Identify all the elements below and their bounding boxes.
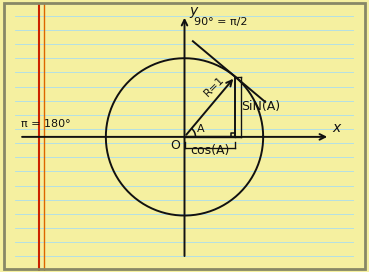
Text: π = 180°: π = 180° <box>21 119 70 129</box>
Text: A: A <box>197 124 205 134</box>
Text: SiN(A): SiN(A) <box>241 100 280 113</box>
Text: 90° = π/2: 90° = π/2 <box>194 17 248 27</box>
Text: cos(A): cos(A) <box>190 144 230 157</box>
Text: O: O <box>170 140 180 153</box>
Text: x: x <box>332 121 341 135</box>
Text: R=1: R=1 <box>202 74 226 98</box>
Text: y: y <box>189 4 197 18</box>
